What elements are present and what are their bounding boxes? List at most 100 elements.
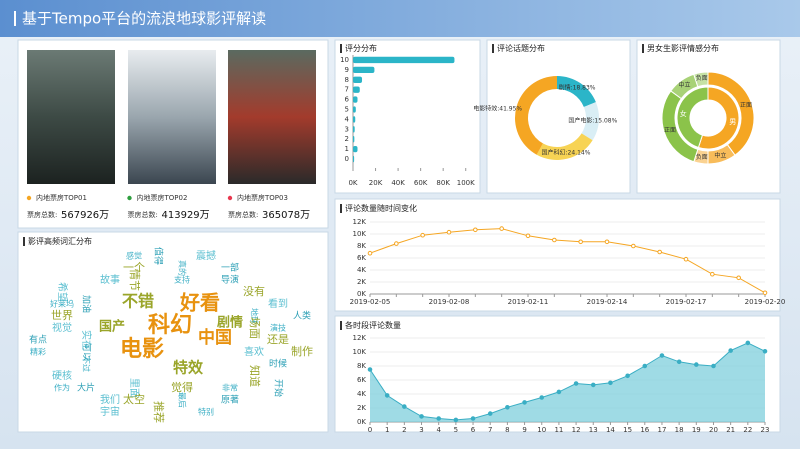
word: 视觉 [52, 321, 72, 334]
word: 我们 [100, 393, 120, 406]
bar [353, 76, 363, 83]
bar [353, 66, 375, 74]
word: 非常 [222, 383, 238, 393]
category-label: 正面 [664, 127, 676, 134]
word: 加油 [81, 295, 93, 313]
chart-panel [486, 39, 631, 194]
word: 有点 [29, 334, 47, 346]
x-tick-label: 6 [471, 426, 476, 434]
point [694, 362, 699, 367]
word: 导演 [221, 274, 239, 286]
x-tick-label: 10 [537, 426, 546, 434]
point [402, 404, 407, 409]
category-label: 中立 [714, 152, 726, 160]
panel-title: 评论话题分布 [497, 43, 545, 53]
word: 一部 [221, 262, 239, 274]
bar [353, 116, 356, 123]
category-label: 负面 [696, 153, 708, 161]
outer-ring [693, 71, 709, 88]
word: 没有 [243, 284, 265, 298]
point [736, 275, 741, 281]
word: 不过 [82, 356, 92, 372]
word: 可以 [81, 343, 92, 361]
chart-panel [334, 39, 481, 194]
bar [353, 136, 355, 143]
x-tick-label: 8 [505, 426, 509, 434]
y-tick-label: 2K [357, 404, 366, 412]
word: 看到 [268, 297, 288, 310]
y-tick-label: 0 [345, 155, 349, 163]
x-tick-label: 22 [743, 426, 752, 434]
word: 时候 [269, 358, 287, 370]
poster-image [27, 50, 115, 184]
point [525, 233, 531, 239]
x-tick-label: 17 [657, 426, 666, 434]
bar [353, 155, 355, 163]
point [762, 290, 768, 296]
point [608, 380, 613, 386]
word: 还是 [267, 333, 289, 346]
point [552, 237, 557, 243]
point [676, 359, 682, 365]
word: 最后 [178, 392, 188, 408]
legend-dot [26, 195, 32, 201]
word: 实在 [80, 330, 93, 350]
word: 科幻 [148, 312, 192, 338]
legend-dot [227, 195, 233, 201]
x-tick-label: 21 [726, 426, 735, 434]
y-tick-label: 10K [353, 230, 367, 238]
point [642, 363, 648, 369]
x-tick-label: 80K [436, 179, 450, 187]
point [394, 241, 399, 246]
y-tick-label: 12K [353, 334, 367, 342]
point [683, 256, 689, 262]
point [499, 226, 504, 231]
point [573, 381, 579, 386]
x-tick-label: 100K [457, 179, 475, 187]
box-office-label: 票房总数: [128, 210, 158, 219]
word: 地球 [250, 308, 260, 324]
inner-ring [697, 86, 740, 150]
panel-title: 评分分布 [345, 43, 377, 53]
title-marker [492, 44, 494, 53]
word: 故事 [100, 273, 120, 286]
word: 震撼 [196, 249, 216, 262]
point [657, 249, 662, 255]
y-tick-label: 9 [345, 66, 349, 74]
chart-panel [334, 198, 781, 312]
panel-title: 影评高频词汇分布 [28, 236, 92, 246]
poster-rank: 内地票房TOP01 [36, 193, 87, 202]
y-tick-label: 0K [357, 418, 366, 426]
word: 好莱坞 [50, 299, 74, 309]
x-tick-label: 2 [402, 426, 406, 434]
point [505, 405, 510, 410]
inner-ring [676, 86, 709, 149]
header-bar [0, 0, 800, 37]
x-tick-label: 20K [369, 179, 383, 187]
header-marker [14, 11, 16, 26]
slice-label: 国产电影:15.08% [568, 117, 617, 125]
point [419, 414, 424, 419]
category-label: 中立 [678, 81, 690, 89]
poster-image [228, 50, 316, 184]
word: 大片 [77, 382, 95, 394]
bar [353, 96, 358, 103]
word: 不错 [122, 292, 154, 311]
slice-label: 剧情:18.83% [559, 84, 596, 92]
point [487, 411, 493, 416]
pie-slice [581, 102, 600, 141]
title-marker [340, 204, 342, 213]
point [578, 239, 583, 245]
x-tick-label: 23 [761, 426, 770, 434]
word: 演技 [270, 323, 286, 333]
x-tick-label: 14 [606, 426, 615, 434]
word: 场面 [248, 317, 262, 339]
point [367, 367, 373, 372]
area-line [369, 342, 766, 421]
x-tick-label: 2019-02-20 [745, 298, 786, 306]
title-marker [23, 237, 25, 246]
box-office-value: 365078万 [262, 210, 310, 221]
y-tick-label: 3 [345, 125, 349, 133]
y-tick-label: 6K [357, 376, 366, 384]
